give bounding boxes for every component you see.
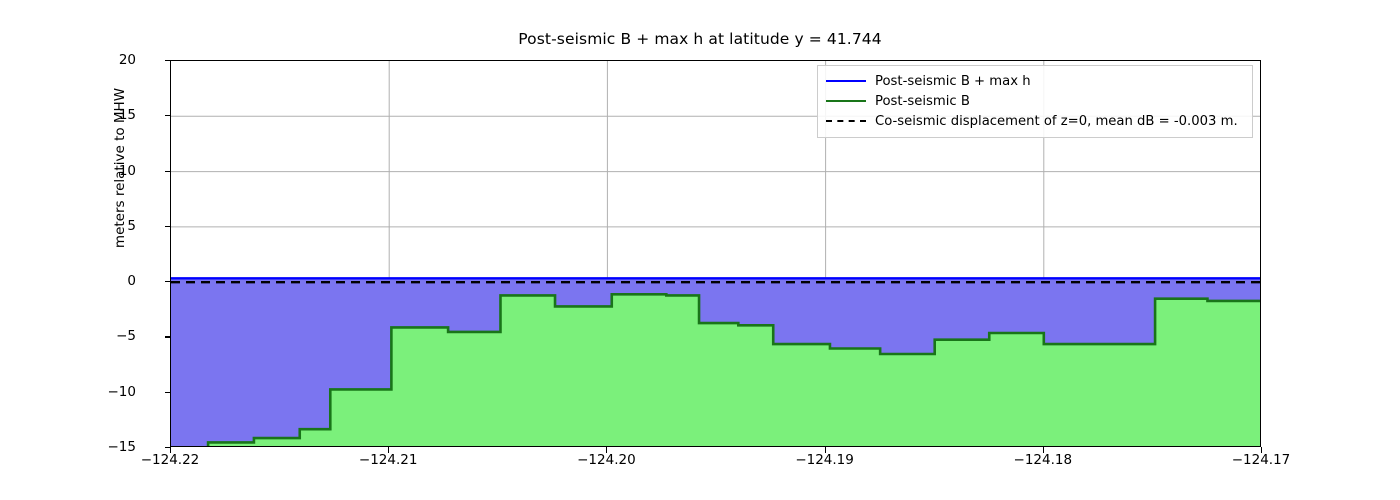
y-tick-mark xyxy=(164,447,170,449)
x-tick-label: −124.21 xyxy=(358,452,418,468)
x-tick-mark xyxy=(824,447,826,453)
chart-title: Post-seismic B + max h at latitude y = 4… xyxy=(518,30,882,48)
y-tick-mark xyxy=(164,170,170,172)
y-tick-label: 10 xyxy=(118,162,136,179)
legend-label: Post-seismic B + max h xyxy=(875,73,1031,89)
y-tick-label: −10 xyxy=(107,383,137,400)
x-tick-label: −124.17 xyxy=(1231,452,1291,468)
x-tick-label: −124.22 xyxy=(140,452,200,468)
x-tick-mark xyxy=(1042,447,1044,453)
y-tick-mark xyxy=(164,336,170,338)
y-tick-mark xyxy=(164,225,170,227)
y-tick-mark xyxy=(164,115,170,117)
y-tick-label: −15 xyxy=(107,439,137,455)
y-tick-mark xyxy=(164,281,170,283)
y-tick-mark xyxy=(164,60,170,62)
y-tick-label: −5 xyxy=(116,328,136,345)
x-tick-label: −124.18 xyxy=(1013,452,1073,468)
y-tick-label: 15 xyxy=(118,107,136,124)
y-tick-label: 0 xyxy=(127,273,136,290)
legend-item: Post-seismic B + max h xyxy=(826,71,1244,91)
x-tick-mark xyxy=(170,447,172,453)
legend-label: Post-seismic B xyxy=(875,93,970,109)
x-tick-mark xyxy=(388,447,390,453)
legend-item: Post-seismic B xyxy=(826,91,1244,111)
y-tick-mark xyxy=(164,391,170,393)
post-seismic-b-line xyxy=(206,293,1260,446)
x-tick-mark xyxy=(606,447,608,453)
x-tick-label: −124.20 xyxy=(577,452,636,468)
y-tick-label: 20 xyxy=(118,52,136,68)
chart-legend: Post-seismic B + max h Post-seismic B Co… xyxy=(817,65,1253,138)
legend-item: Co-seismic displacement of z=0, mean dB … xyxy=(826,111,1244,131)
y-tick-label: 5 xyxy=(127,217,136,234)
legend-label: Co-seismic displacement of z=0, mean dB … xyxy=(875,113,1238,129)
x-tick-mark xyxy=(1261,447,1263,453)
x-tick-label: −124.19 xyxy=(795,452,854,468)
